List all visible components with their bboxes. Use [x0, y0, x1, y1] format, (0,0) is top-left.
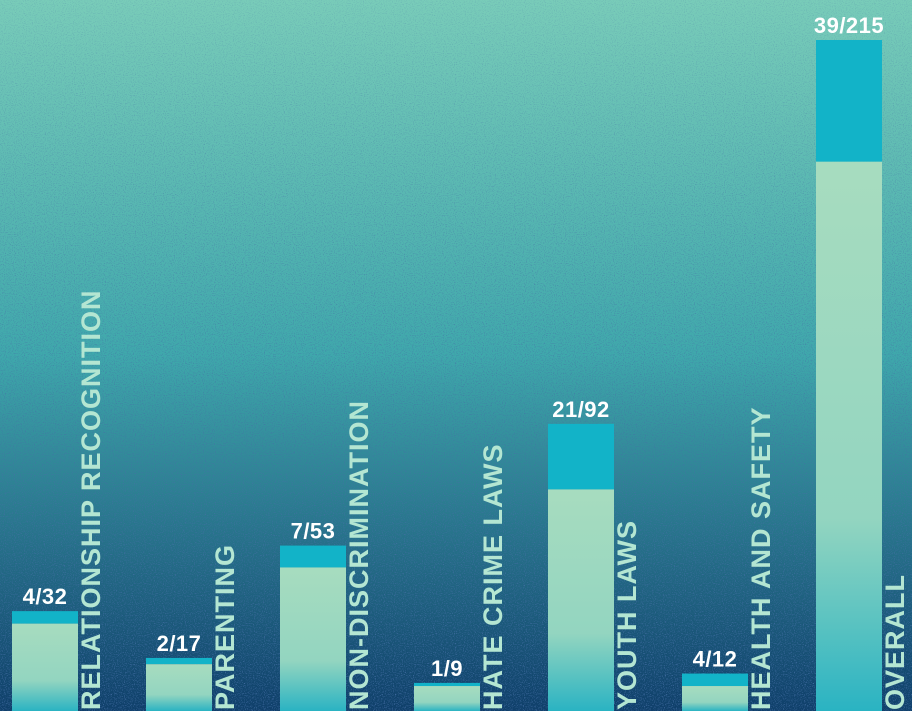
- category-label-overall: OVERALL: [880, 574, 910, 710]
- bar-cap-parenting: [146, 657, 212, 665]
- value-label-overall: 39/215: [814, 13, 884, 38]
- bar-cap-relationship-recognition: [12, 611, 78, 624]
- bar-base-overall: [816, 161, 882, 711]
- value-label-hate-crime-laws: 1/9: [431, 656, 463, 681]
- bar-cap-health-and-safety: [682, 673, 748, 687]
- bar-base-youth-laws: [548, 489, 614, 711]
- value-label-health-and-safety: 4/12: [693, 647, 738, 672]
- bar-base-hate-crime-laws: [414, 686, 480, 711]
- bar-cap-non-discrimination: [280, 545, 346, 568]
- bars-layer: 4/32 RELATIONSHIP RECOGNITION 2/17 PARENTIN…: [12, 13, 910, 711]
- category-label-relationship-recognition: RELATIONSHIP RECOGNITION: [76, 289, 106, 710]
- bar-cap-hate-crime-laws: [414, 682, 480, 687]
- category-label-health-and-safety: HEALTH AND SAFETY: [746, 407, 776, 711]
- bar-base-non-discrimination: [280, 567, 346, 711]
- category-label-youth-laws: YOUTH LAWS: [612, 520, 642, 710]
- bar-base-health-and-safety: [682, 686, 748, 711]
- value-label-relationship-recognition: 4/32: [23, 584, 68, 609]
- bar-base-relationship-recognition: [12, 623, 78, 711]
- value-label-parenting: 2/17: [157, 631, 202, 656]
- category-label-parenting: PARENTING: [210, 544, 240, 710]
- value-label-youth-laws: 21/92: [552, 397, 610, 422]
- value-label-non-discrimination: 7/53: [291, 519, 336, 544]
- bar-cap-overall: [816, 40, 882, 162]
- bar-base-parenting: [146, 664, 212, 711]
- category-label-hate-crime-laws: HATE CRIME LAWS: [478, 444, 508, 711]
- bar-cap-youth-laws: [548, 423, 614, 490]
- category-label-non-discrimination: NON-DISCRIMINATION: [344, 400, 374, 710]
